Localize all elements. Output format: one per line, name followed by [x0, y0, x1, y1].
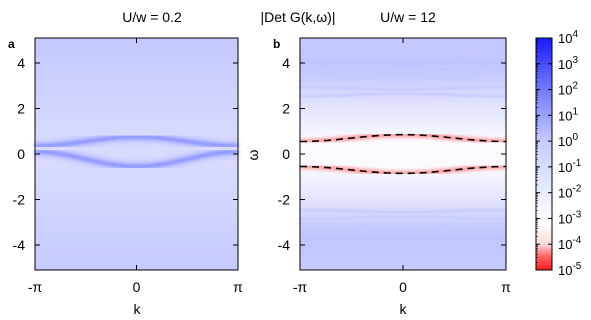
colorbar-tick-exponent: 0 [572, 132, 578, 143]
panel-a-ytick-label: -4 [13, 237, 26, 253]
panel-b-lower-band [300, 230, 506, 237]
panel-b-ytick-label: -2 [278, 191, 291, 207]
panel-b-lower-band [300, 221, 506, 228]
panel-b-label: b [273, 37, 280, 51]
panel-b-zero-line [300, 133, 506, 143]
colorbar-tick-exponent: -2 [572, 184, 581, 195]
panel-a-xlabel: k [134, 301, 142, 317]
panel-a-label: a [8, 37, 15, 51]
panel-a-bands [34, 132, 239, 171]
colorbar-tick-label: 102 [558, 81, 578, 98]
colorbar-gradient [535, 37, 553, 271]
panel-b-bands [299, 52, 507, 246]
panel-b-ytick-label: 0 [282, 146, 290, 162]
panel-b-lower-band [300, 214, 506, 221]
colorbar-tick-label: 10-5 [558, 261, 582, 278]
panel-a-ytick-label: 4 [17, 55, 25, 71]
panel-a-ytick-label: 0 [17, 146, 25, 162]
colorbar-tick-exponent: 4 [572, 29, 578, 40]
panel-b-ytick-label: 4 [282, 55, 290, 71]
panel-b-lower-band [300, 239, 506, 246]
panel-a-ytick-label: 2 [17, 101, 25, 117]
colorbar-tick-exponent: -3 [572, 209, 581, 220]
panel-a-band [34, 150, 239, 168]
panel-b-upper-band [300, 53, 506, 59]
panel-b-upper-band [300, 76, 506, 82]
colorbar-tick-exponent: 2 [572, 81, 578, 92]
colorbar-tick-label: 101 [558, 106, 578, 123]
colorbar-tick-exponent: -5 [572, 261, 581, 272]
panel-a-xtick-label: 0 [133, 279, 141, 295]
panel-a-title: U/w = 0.2 [122, 9, 182, 25]
panel-b-title: U/w = 12 [380, 9, 436, 25]
panel-b-ytick-label: 2 [282, 101, 290, 117]
panel-b-heatmap: -π 0 π -4 -2 0 2 4 [278, 37, 511, 295]
panel-b-upper-band [300, 91, 506, 98]
colorbar-tick-label: 10-3 [558, 209, 582, 226]
panel-b-upper-band [299, 64, 507, 71]
colorbar-tick-exponent: -1 [572, 158, 581, 169]
panel-a-band [35, 135, 238, 147]
panel-b-ylabel: ω [245, 149, 261, 160]
panel-b-zero-lines [300, 132, 506, 176]
panel-b-zero-line [300, 165, 506, 175]
colorbar-tick-label: 10-4 [558, 235, 582, 252]
colorbar-tick-exponent: 3 [572, 55, 578, 66]
panel-b-xtick-label: π [501, 279, 511, 295]
panel-b-upper-band [300, 85, 506, 91]
panel-a-xtick-label: π [233, 279, 243, 295]
colorbar-tick-label: 10-2 [558, 184, 582, 201]
colorbar-tick-label: 103 [558, 55, 578, 72]
colorbar-tick-label: 104 [558, 29, 578, 46]
panel-b-lower-band [299, 208, 507, 214]
panel-b-xtick-label: 0 [399, 279, 407, 295]
figure-main-title: |Det G(k,ω)| [261, 9, 336, 25]
colorbar-tick-exponent: -4 [572, 235, 581, 246]
panel-b-xtick-label: -π [293, 279, 308, 295]
panel-a-heatmap: -π 0 π -4 -2 0 2 4 [13, 37, 243, 295]
colorbar-tick-exponent: 1 [572, 106, 578, 117]
colorbar-tick-label: 100 [558, 132, 578, 149]
panel-b-ytick-label: -4 [278, 237, 291, 253]
panel-b-xlabel: k [400, 301, 408, 317]
panel-a-ytick-label: -2 [13, 191, 26, 207]
panel-a-xtick-label: -π [28, 279, 43, 295]
colorbar-tick-label: 10-1 [558, 158, 582, 175]
